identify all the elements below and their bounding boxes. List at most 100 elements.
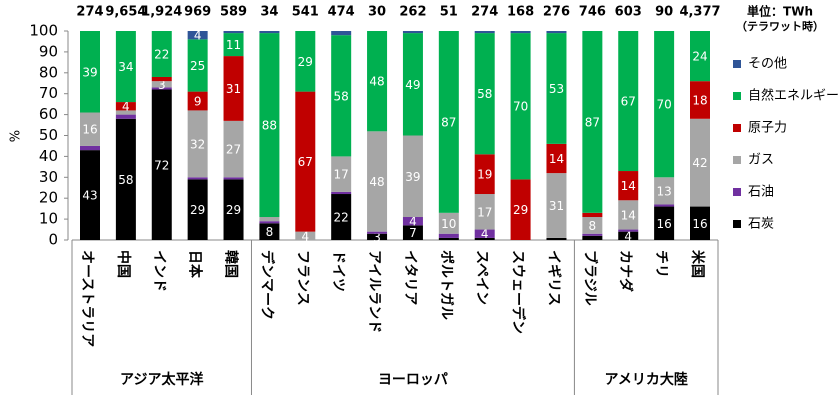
bar-segment bbox=[187, 177, 208, 180]
y-tick-label: 20 bbox=[39, 189, 58, 207]
data-label: 3 bbox=[373, 230, 381, 244]
data-label: 14 bbox=[621, 179, 636, 193]
data-label: 4 bbox=[194, 29, 202, 43]
bar-segment bbox=[510, 179, 531, 240]
y-tick-label: 40 bbox=[39, 147, 58, 165]
y-tick-label: 30 bbox=[39, 168, 58, 186]
total-label: 1,924 bbox=[141, 5, 182, 20]
bar-segment bbox=[654, 177, 675, 205]
x-tick-label: スペイン bbox=[474, 250, 490, 305]
data-label: 16 bbox=[692, 217, 707, 231]
y-tick-label: 50 bbox=[39, 126, 58, 144]
data-label: 48 bbox=[369, 75, 384, 89]
bar-segment bbox=[367, 31, 388, 132]
bar-segment bbox=[115, 31, 136, 103]
group-label: アメリカ大陸 bbox=[605, 371, 688, 388]
data-label: 67 bbox=[621, 95, 636, 109]
bar-segment bbox=[474, 33, 495, 155]
legend-label: 石油 bbox=[748, 185, 774, 200]
bar-segment bbox=[474, 229, 495, 238]
bar-segment bbox=[474, 237, 495, 240]
data-label: 8 bbox=[589, 219, 597, 233]
total-label: 262 bbox=[399, 5, 426, 20]
x-tick-label: 中国 bbox=[115, 250, 132, 278]
total-label: 4,377 bbox=[679, 5, 720, 20]
data-label: 72 bbox=[154, 158, 169, 172]
x-tick-label: スウェーデン bbox=[510, 250, 527, 334]
data-label: 4 bbox=[301, 229, 309, 243]
unit-label: 単位：TWh bbox=[747, 4, 813, 19]
bar-segment bbox=[546, 33, 567, 144]
bar-segment bbox=[259, 217, 280, 222]
bar-segment bbox=[438, 237, 459, 240]
bar-segment bbox=[151, 87, 172, 90]
y-tick-label: 60 bbox=[39, 105, 58, 123]
legend-label: ガス bbox=[748, 153, 774, 168]
data-label: 13 bbox=[656, 184, 671, 198]
x-tick-label: デンマーク bbox=[258, 250, 275, 320]
x-tick-label: 日本 bbox=[187, 250, 204, 279]
bar-segment bbox=[151, 76, 172, 82]
data-label: 29 bbox=[226, 203, 241, 217]
data-label: 70 bbox=[656, 98, 671, 112]
data-label: 43 bbox=[82, 189, 97, 203]
data-label: 32 bbox=[190, 137, 205, 151]
bar-segment bbox=[438, 31, 459, 213]
data-label: 48 bbox=[369, 175, 384, 189]
total-label: 969 bbox=[184, 5, 211, 20]
bar-segment bbox=[80, 145, 100, 151]
data-label: 14 bbox=[621, 208, 636, 222]
bar-segment bbox=[115, 114, 136, 119]
bar-segment bbox=[331, 31, 352, 36]
x-tick-label: オーストラリア bbox=[79, 250, 95, 347]
total-label: 51 bbox=[440, 5, 458, 20]
bar-segment bbox=[151, 81, 172, 88]
bar-segment bbox=[115, 102, 136, 111]
x-tick-label: チリ bbox=[653, 250, 669, 278]
bar-segment bbox=[223, 56, 244, 121]
bar-segment bbox=[295, 91, 316, 232]
data-label: 4 bbox=[409, 215, 417, 229]
legend-swatch bbox=[733, 156, 741, 164]
data-label: 16 bbox=[82, 123, 97, 137]
bar-segment bbox=[546, 173, 567, 238]
bar-segment bbox=[187, 110, 208, 178]
legend-swatch bbox=[733, 92, 741, 100]
bar-segment bbox=[223, 120, 244, 178]
bar-segment bbox=[295, 31, 316, 92]
data-label: 29 bbox=[513, 203, 528, 217]
bar-segment bbox=[402, 33, 423, 136]
bar-segment bbox=[618, 229, 639, 232]
data-label: 8 bbox=[266, 225, 274, 239]
bar-segment bbox=[402, 225, 423, 240]
bar-segment bbox=[690, 81, 710, 119]
bar-segment bbox=[582, 233, 603, 236]
y-tick-label: 70 bbox=[39, 84, 58, 102]
bar-segment bbox=[331, 191, 352, 195]
data-label: 22 bbox=[334, 211, 349, 225]
data-label: 4 bbox=[624, 229, 632, 243]
data-label: 25 bbox=[190, 59, 205, 73]
data-label: 42 bbox=[692, 156, 707, 170]
data-label: 22 bbox=[154, 47, 169, 61]
bar-segment bbox=[187, 31, 208, 40]
bar-segment bbox=[259, 223, 280, 240]
bar-segment bbox=[223, 179, 244, 240]
data-label: 70 bbox=[513, 100, 528, 114]
total-label: 90 bbox=[655, 5, 673, 20]
legend-swatch bbox=[733, 188, 741, 196]
x-tick-label: 米国 bbox=[689, 250, 706, 278]
x-tick-label: ポルトガル bbox=[438, 250, 455, 320]
bar-segment bbox=[654, 31, 675, 178]
bar-segment bbox=[295, 231, 316, 240]
data-label: 87 bbox=[585, 115, 600, 129]
y-tick-label: 90 bbox=[39, 42, 58, 60]
bar-segment bbox=[402, 217, 423, 226]
bar-segment bbox=[618, 171, 639, 201]
y-tick-label: 10 bbox=[39, 210, 58, 228]
bar-segment bbox=[259, 31, 280, 34]
bar-segment bbox=[690, 206, 710, 240]
bar-segment bbox=[80, 112, 100, 146]
legend-swatch bbox=[733, 220, 741, 228]
bar-segment bbox=[654, 206, 675, 240]
